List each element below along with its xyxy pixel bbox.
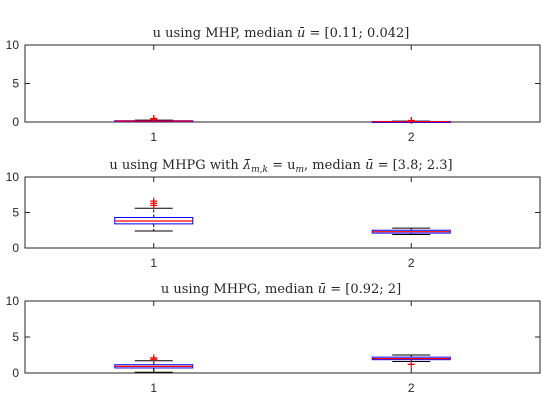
y-tick-label: 10 <box>6 38 20 52</box>
y-tick-label: 0 <box>12 366 19 380</box>
subplot-1: u using MHP, median ū = [0.11; 0.042] 0 5… <box>6 26 541 144</box>
subplot-3-axes <box>24 300 541 374</box>
subplot-3: u using MHPG, median ū = [0.92; 2] 0 5 10 1… <box>6 282 541 395</box>
y-tick-label: 0 <box>12 115 19 129</box>
subplot-2: u using MHPG with λ̄m,k = um, median ū =… <box>6 158 541 270</box>
x-tick-label: 1 <box>150 381 157 395</box>
y-tick-label: 10 <box>6 294 20 308</box>
outlier-marker <box>150 354 158 362</box>
y-tick-label: 5 <box>12 77 19 91</box>
x-tick-label: 1 <box>150 256 157 270</box>
y-tick-label: 0 <box>12 241 19 255</box>
y-tick-label: 5 <box>12 330 19 344</box>
y-tick-label: 10 <box>6 170 20 184</box>
outlier-marker <box>150 197 158 205</box>
subplot-1-axes <box>24 44 541 123</box>
x-tick-label: 2 <box>408 256 415 270</box>
subplot-3-title: u using MHPG, median ū = [0.92; 2] <box>161 282 401 297</box>
x-tick-label: 2 <box>408 381 415 395</box>
subplot-2-title: u using MHPG with λ̄m,k = um, median ū =… <box>109 158 452 175</box>
outlier-marker <box>407 360 415 368</box>
outlier-marker <box>407 116 415 124</box>
x-tick-label: 2 <box>408 130 415 144</box>
subplot-2-axes <box>24 176 541 249</box>
outlier-marker <box>150 115 158 123</box>
x-tick-label: 1 <box>150 130 157 144</box>
y-tick-label: 5 <box>12 206 19 220</box>
subplot-1-title: u using MHP, median ū = [0.11; 0.042] <box>153 26 410 41</box>
